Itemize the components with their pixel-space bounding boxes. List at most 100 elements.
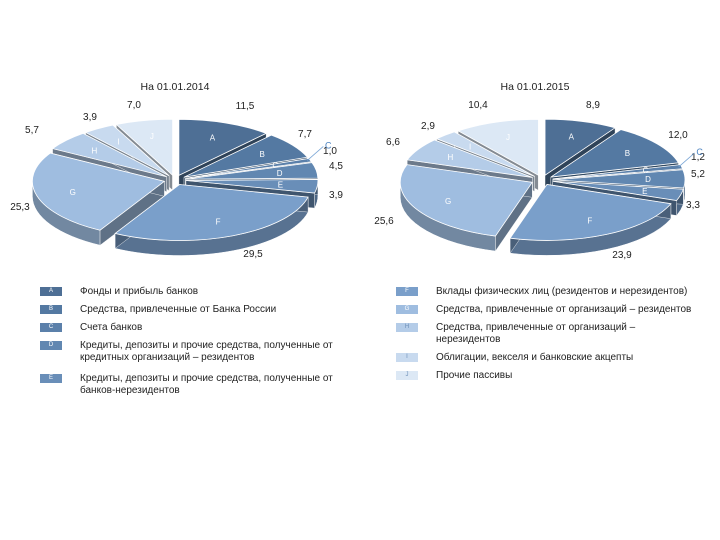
value-label-h: 6,6 bbox=[386, 137, 400, 148]
value-label-d: 4,5 bbox=[329, 161, 343, 172]
slice-letter-j: J bbox=[150, 132, 154, 141]
pie-slice-top-i bbox=[435, 131, 535, 177]
legend-item-j: J Прочие пассивы bbox=[396, 370, 696, 382]
slice-letter-g: G bbox=[70, 188, 76, 197]
pie-slice-top-g bbox=[399, 164, 533, 237]
pie-slice-top-j bbox=[115, 118, 173, 177]
callout-leader-c bbox=[307, 146, 324, 161]
chart-title: На 01.01.2014 bbox=[141, 81, 210, 93]
callout-leader-c bbox=[678, 152, 695, 168]
legend-label-e: Кредиты, депозиты и прочие средства, пол… bbox=[80, 373, 333, 396]
pie-slice-top-b bbox=[550, 129, 680, 178]
value-label-c: 1,0 bbox=[323, 146, 337, 157]
slice-letter-e: E bbox=[278, 181, 283, 190]
pie-slice-top-g bbox=[32, 152, 166, 231]
value-label-i: 2,9 bbox=[421, 121, 435, 132]
legend-swatch-f: F bbox=[396, 287, 418, 296]
slice-letter-a: A bbox=[569, 132, 575, 141]
slice-letter-g: G bbox=[445, 197, 451, 206]
slice-letter-j: J bbox=[506, 133, 510, 142]
pie-slice-top-h bbox=[406, 139, 533, 178]
value-label-f: 23,9 bbox=[612, 250, 632, 261]
pie-slice-top-d bbox=[185, 162, 319, 180]
value-label-f: 29,5 bbox=[243, 249, 263, 260]
value-label-g: 25,6 bbox=[374, 216, 394, 227]
slice-letter-d: D bbox=[645, 175, 651, 184]
legend-swatch-a: A bbox=[40, 287, 62, 296]
legend-item-g: G Средства, привлеченные от организаций … bbox=[396, 304, 696, 316]
legend-swatch-j: J bbox=[396, 371, 418, 380]
value-label-j: 7,0 bbox=[127, 100, 141, 111]
pie-slice-top-c bbox=[185, 157, 313, 179]
value-label-b: 7,7 bbox=[298, 129, 312, 140]
pie-slice-top-d bbox=[552, 169, 686, 189]
slice-letter-h: H bbox=[447, 153, 453, 162]
slice-letter-f: F bbox=[216, 217, 221, 226]
slice-letter-a: A bbox=[210, 134, 216, 143]
callout-label-c: C bbox=[325, 140, 332, 150]
legend-label-g: Средства, привлеченные от организаций – … bbox=[436, 304, 692, 315]
legend-label-b: Средства, привлеченные от Банка России bbox=[80, 304, 277, 315]
slice-letter-i: I bbox=[117, 138, 119, 147]
legend-label-c: Счета банков bbox=[80, 322, 143, 333]
legend-item-c: C Счета банков bbox=[40, 322, 340, 334]
legend-swatch-i: I bbox=[396, 353, 418, 362]
legend-label-a: Фонды и прибыль банков bbox=[80, 286, 199, 297]
value-label-e: 3,3 bbox=[686, 200, 700, 211]
callout-label-c: C bbox=[696, 147, 703, 157]
pie-slice-top-j bbox=[457, 118, 539, 176]
pie-slice-top-c bbox=[552, 164, 684, 180]
pie-slice-f: F bbox=[114, 184, 309, 256]
pie-slice-top-a bbox=[178, 118, 268, 177]
legend-label-j: Прочие пассивы bbox=[436, 370, 513, 381]
pie-slice-g: G bbox=[399, 164, 533, 252]
pie-chart-2: На 01.01.2015AJIBHCDEGF8,912,01,25,23,32… bbox=[374, 81, 705, 261]
legend-right: F Вклады физических лиц (резидентов и не… bbox=[396, 286, 696, 388]
legend-item-e: E Кредиты, депозиты и прочие средства, п… bbox=[40, 373, 340, 397]
slice-letter-c: C bbox=[643, 166, 649, 175]
value-label-c: 1,2 bbox=[691, 152, 705, 163]
pie-slice-f: F bbox=[509, 183, 672, 256]
legend-label-f: Вклады физических лиц (резидентов и нере… bbox=[436, 286, 688, 297]
value-label-a: 11,5 bbox=[236, 101, 255, 112]
slice-letter-d: D bbox=[277, 169, 283, 178]
pie-slice-top-f bbox=[114, 184, 309, 241]
value-label-d: 5,2 bbox=[691, 169, 705, 180]
legend-swatch-d: D bbox=[40, 341, 62, 350]
value-label-a: 8,9 bbox=[586, 100, 600, 111]
legend-swatch-e: E bbox=[40, 374, 62, 383]
pie-slice-top-i bbox=[84, 124, 170, 177]
slice-letter-f: F bbox=[587, 216, 592, 225]
pie-slice-top-e bbox=[552, 180, 684, 201]
pie-slice-top-f bbox=[509, 183, 672, 241]
legend-label-i: Облигации, векселя и банковские акцепты bbox=[436, 352, 634, 363]
slice-letter-b: B bbox=[625, 149, 630, 158]
pie-slice-top-a bbox=[544, 118, 617, 176]
legend-item-h: H Средства, привлеченные от организаций … bbox=[396, 322, 696, 346]
legend-swatch-c: C bbox=[40, 323, 62, 332]
value-label-e: 3,9 bbox=[329, 190, 343, 201]
chart-title: На 01.01.2015 bbox=[501, 81, 570, 93]
legend-item-b: B Средства, привлеченные от Банка России bbox=[40, 304, 340, 316]
value-label-i: 3,9 bbox=[83, 112, 97, 123]
slice-letter-c: C bbox=[272, 161, 278, 170]
legend-swatch-h: H bbox=[396, 323, 418, 332]
legend-label-d: Кредиты, депозиты и прочие средства, пол… bbox=[80, 340, 333, 363]
slice-letter-h: H bbox=[91, 147, 97, 156]
slice-letter-e: E bbox=[642, 187, 647, 196]
legend-left: A Фонды и прибыль банков B Средства, при… bbox=[40, 286, 340, 403]
legend-item-d: D Кредиты, депозиты и прочие средства, п… bbox=[40, 340, 340, 364]
pie-slice-g: G bbox=[32, 152, 166, 246]
value-label-h: 5,7 bbox=[25, 125, 39, 136]
value-label-b: 12,0 bbox=[668, 130, 688, 141]
legend-swatch-b: B bbox=[40, 305, 62, 314]
pie-slice-top-b bbox=[183, 134, 309, 178]
value-label-g: 25,3 bbox=[10, 202, 30, 213]
legend-swatch-g: G bbox=[396, 305, 418, 314]
slice-letter-b: B bbox=[259, 150, 264, 159]
pie-slice-top-e bbox=[185, 179, 319, 194]
legend-item-a: A Фонды и прибыль банков bbox=[40, 286, 340, 298]
legend-item-i: I Облигации, векселя и банковские акцепт… bbox=[396, 352, 696, 364]
